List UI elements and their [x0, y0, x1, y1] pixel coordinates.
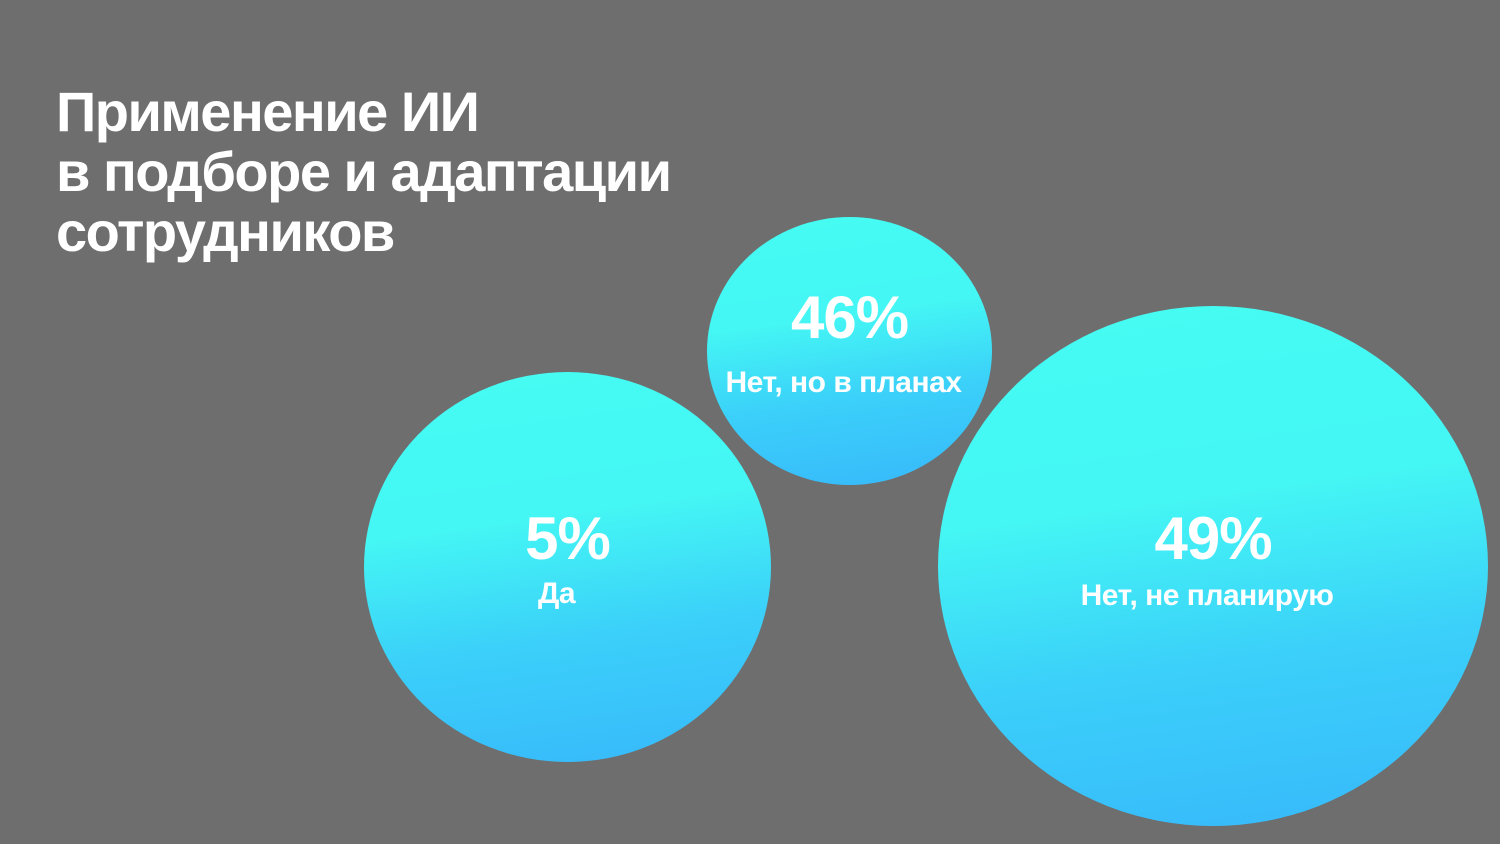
bubble-not-planned-label: Нет, не планирую: [1080, 579, 1334, 612]
slide-title: Применение ИИ в подборе и адаптации сотр…: [56, 80, 672, 263]
bubble-not-planned: 49% Нет, не планирую: [938, 306, 1488, 826]
slide-title-line-2: в подборе и адаптации: [56, 140, 672, 203]
bubble-yes: 5% Да: [364, 372, 771, 762]
bubble-not-planned-value: 49%: [1154, 505, 1272, 572]
bubble-yes-label: Да: [537, 577, 576, 610]
bubble-planned-value: 46%: [790, 284, 909, 351]
slide-title-line-1: Применение ИИ: [56, 80, 480, 143]
slide-title-line-3: сотрудников: [56, 200, 395, 263]
bubble-planned-label: Нет, но в планах: [725, 366, 962, 399]
bubble-planned: 46% Нет, но в планах: [707, 217, 992, 485]
bubble-yes-value: 5%: [525, 505, 611, 572]
